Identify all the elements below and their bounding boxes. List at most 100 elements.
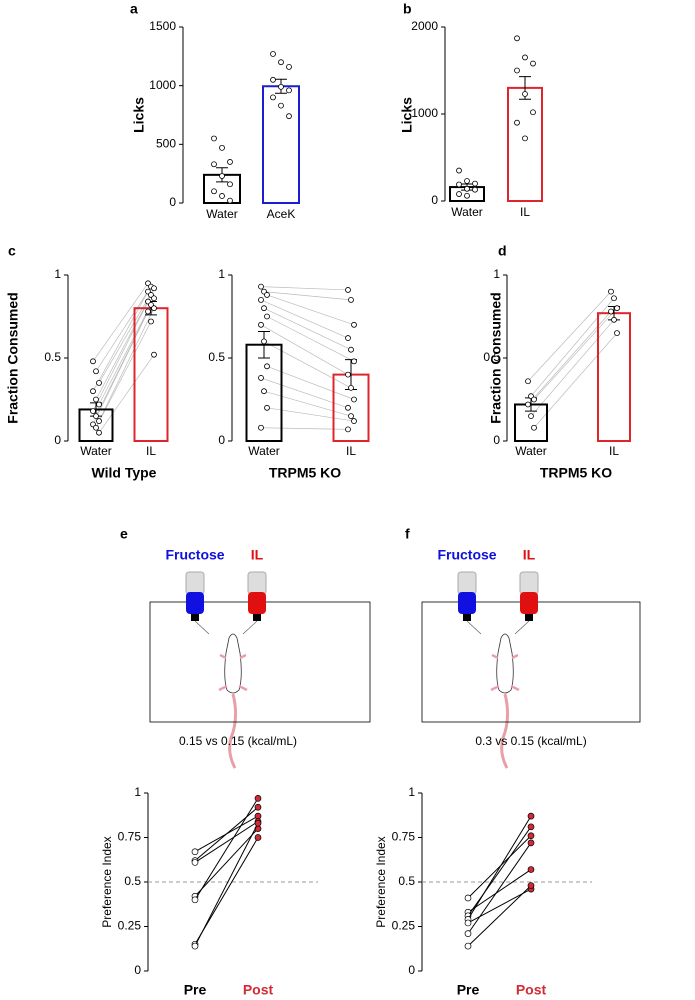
data-point xyxy=(254,819,262,827)
error-bar xyxy=(258,330,270,359)
x-tick-label: Pre xyxy=(184,982,207,998)
bottle-cap xyxy=(191,614,199,621)
data-point xyxy=(464,942,472,950)
data-point xyxy=(464,919,472,927)
data-point xyxy=(151,285,157,292)
data-point xyxy=(348,384,354,391)
data-point xyxy=(456,167,462,174)
data-point xyxy=(527,832,535,840)
data-point xyxy=(191,848,199,856)
data-point xyxy=(93,413,99,420)
pair-line xyxy=(260,324,349,375)
data-point xyxy=(145,308,151,315)
data-point xyxy=(522,91,528,97)
data-point xyxy=(211,161,217,168)
bottle-liquid xyxy=(186,592,204,614)
y-tick-label: 1000 xyxy=(411,106,438,120)
data-point xyxy=(96,401,102,408)
data-point xyxy=(90,408,96,415)
data-point xyxy=(614,305,620,312)
data-point xyxy=(254,794,262,802)
pair-line xyxy=(533,307,618,400)
data-point xyxy=(270,94,276,101)
data-point xyxy=(527,866,535,873)
series-line xyxy=(467,815,532,920)
bottle-liquid xyxy=(520,592,538,614)
y-axis-label: Preference Index xyxy=(100,836,114,927)
sipper xyxy=(514,620,530,635)
data-point xyxy=(345,335,351,341)
bar xyxy=(507,86,543,202)
data-point xyxy=(527,812,535,820)
x-tick-label: Water xyxy=(80,444,112,458)
pair-line xyxy=(98,354,155,433)
y-tick-label: 0.5 xyxy=(483,350,500,364)
data-point xyxy=(456,191,462,197)
y-tick-label: 0 xyxy=(169,195,176,209)
data-point xyxy=(456,181,462,188)
x-tick-label: Post xyxy=(243,982,274,998)
data-point xyxy=(93,368,99,375)
x-tick-label: IL xyxy=(146,444,156,458)
y-tick-label: 0.75 xyxy=(118,830,142,844)
data-point xyxy=(464,185,470,192)
data-point xyxy=(254,803,262,811)
data-point xyxy=(148,318,154,325)
x-tick-label: IL xyxy=(609,444,619,458)
bottle xyxy=(247,571,267,595)
y-tick-label: 0 xyxy=(54,433,61,447)
data-point xyxy=(348,413,354,420)
y-axis-label: Preference Index xyxy=(374,836,388,927)
pair-line xyxy=(92,283,149,362)
data-point xyxy=(345,371,351,378)
data-point xyxy=(93,424,99,431)
data-point xyxy=(227,159,233,165)
data-point xyxy=(96,418,102,424)
y-tick-label: 1 xyxy=(493,267,500,281)
x-axis-label: Wild Type xyxy=(92,465,157,481)
y-tick-label: 500 xyxy=(156,137,176,151)
mouse xyxy=(490,633,520,769)
x-tick-label: Post xyxy=(516,982,547,998)
y-tick-label: 0.5 xyxy=(398,874,415,888)
sipper xyxy=(466,620,482,635)
pair-line xyxy=(260,299,349,339)
data-point xyxy=(191,896,199,904)
data-point xyxy=(527,823,535,831)
data-point xyxy=(522,135,528,142)
x-tick-label: Water xyxy=(248,444,280,458)
data-point xyxy=(525,378,531,385)
y-tick-label: 0.5 xyxy=(124,874,141,888)
x-axis-label: TRPM5 KO xyxy=(540,465,612,481)
pair-line xyxy=(266,316,355,362)
pair-line xyxy=(92,311,149,425)
pair-line xyxy=(95,294,152,400)
data-point xyxy=(258,424,264,431)
data-point xyxy=(531,396,537,403)
data-point xyxy=(464,894,472,902)
data-point xyxy=(345,404,351,411)
data-point xyxy=(227,197,233,204)
pair-line xyxy=(266,294,355,326)
series-line xyxy=(194,798,259,901)
data-point xyxy=(514,119,520,126)
data-point xyxy=(261,388,267,395)
bottle-cap xyxy=(525,614,533,621)
bottle-label: Fructose xyxy=(165,547,224,563)
panel-label: e xyxy=(120,526,128,542)
data-point xyxy=(351,396,357,403)
pair-line xyxy=(530,298,615,397)
data-point xyxy=(611,316,617,323)
data-point xyxy=(191,859,199,866)
series-line xyxy=(194,821,259,863)
data-point xyxy=(90,358,96,365)
data-point xyxy=(514,67,520,74)
data-point xyxy=(608,308,614,315)
data-point xyxy=(286,63,292,70)
sipper xyxy=(194,620,210,635)
data-point xyxy=(96,429,102,436)
data-point xyxy=(211,135,217,142)
data-point xyxy=(261,305,267,312)
y-tick-label: 1 xyxy=(54,267,61,281)
